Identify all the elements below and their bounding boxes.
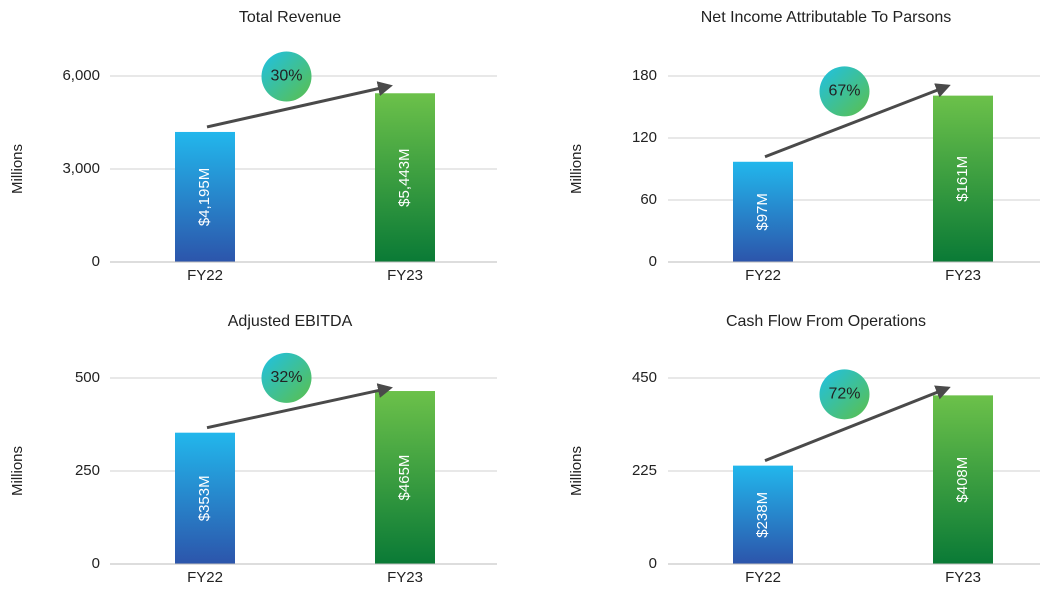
- bar: [375, 93, 435, 262]
- chart-title: Cash Flow From Operations: [726, 313, 926, 330]
- x-tick-label: FY23: [945, 569, 981, 586]
- y-tick-label: 0: [649, 253, 657, 270]
- growth-arrow: [764, 83, 951, 159]
- growth-label: 30%: [270, 68, 302, 85]
- growth-badge: [261, 352, 312, 403]
- growth-label: 67%: [828, 83, 860, 100]
- bar: [933, 395, 993, 564]
- bar: [375, 391, 435, 564]
- growth-badge: [819, 66, 870, 117]
- value-label: $161M: [954, 156, 971, 202]
- value-label: $97M: [754, 193, 771, 231]
- x-tick-label: FY23: [387, 267, 423, 284]
- y-tick-label: 0: [92, 555, 100, 572]
- growth-label: 72%: [828, 386, 860, 403]
- value-label: $238M: [754, 492, 771, 538]
- y-axis-label: Millions: [9, 144, 26, 194]
- x-tick-label: FY23: [945, 267, 981, 284]
- chart-title: Total Revenue: [239, 9, 341, 26]
- y-tick-label: 450: [632, 369, 657, 386]
- value-label: $408M: [954, 457, 971, 503]
- x-tick-label: FY22: [187, 267, 223, 284]
- x-tick-label: FY22: [187, 569, 223, 586]
- bar: [733, 465, 793, 564]
- y-tick-label: 500: [75, 369, 100, 386]
- y-tick-label: 120: [632, 129, 657, 146]
- growth-badge: [819, 369, 870, 420]
- y-tick-label: 6,000: [62, 67, 100, 84]
- x-tick-label: FY22: [745, 569, 781, 586]
- y-axis-label: Millions: [9, 446, 26, 496]
- y-tick-label: 0: [92, 253, 100, 270]
- growth-arrow: [206, 81, 393, 129]
- x-tick-label: FY22: [745, 267, 781, 284]
- y-tick-label: 0: [649, 555, 657, 572]
- y-tick-label: 180: [632, 67, 657, 84]
- growth-arrow: [764, 385, 951, 463]
- growth-arrow: [206, 383, 393, 430]
- y-axis-label: Millions: [568, 144, 585, 194]
- value-label: $4,195M: [196, 168, 213, 226]
- growth-label: 32%: [270, 369, 302, 386]
- y-tick-label: 3,000: [62, 160, 100, 177]
- bar: [733, 161, 793, 262]
- value-label: $5,443M: [396, 148, 413, 206]
- bar: [175, 131, 235, 262]
- bar: [175, 432, 235, 564]
- bar: [933, 95, 993, 262]
- value-label: $353M: [196, 475, 213, 521]
- chart-title: Net Income Attributable To Parsons: [701, 9, 952, 26]
- chart-title: Adjusted EBITDA: [228, 313, 353, 330]
- x-tick-label: FY23: [387, 569, 423, 586]
- y-tick-label: 60: [640, 191, 657, 208]
- y-tick-label: 225: [632, 462, 657, 479]
- y-tick-label: 250: [75, 462, 100, 479]
- growth-badge: [261, 51, 312, 102]
- value-label: $465M: [396, 455, 413, 501]
- y-axis-label: Millions: [568, 446, 585, 496]
